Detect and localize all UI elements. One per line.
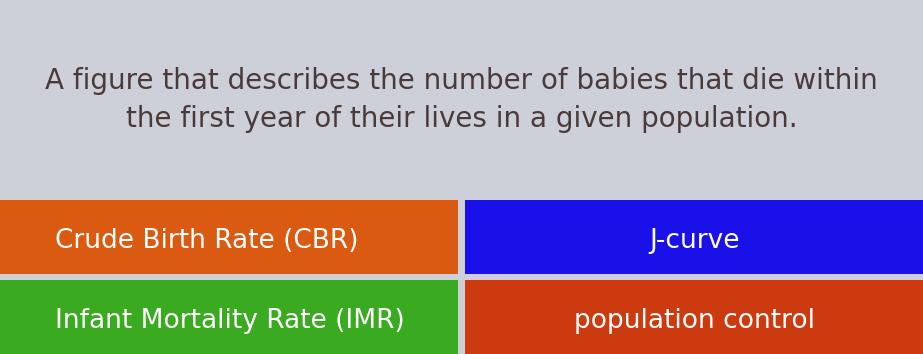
- Bar: [0, 280, 458, 354]
- Text: Crude Birth Rate (CBR): Crude Birth Rate (CBR): [55, 228, 359, 253]
- Bar: [0, 200, 458, 274]
- Text: J-curve: J-curve: [649, 228, 739, 253]
- Text: the first year of their lives in a given population.: the first year of their lives in a given…: [126, 105, 797, 133]
- Bar: [465, 200, 923, 274]
- Bar: [465, 280, 923, 354]
- Text: A figure that describes the number of babies that die within: A figure that describes the number of ba…: [45, 67, 878, 95]
- Text: population control: population control: [573, 308, 815, 334]
- Text: Infant Mortality Rate (IMR): Infant Mortality Rate (IMR): [55, 308, 405, 334]
